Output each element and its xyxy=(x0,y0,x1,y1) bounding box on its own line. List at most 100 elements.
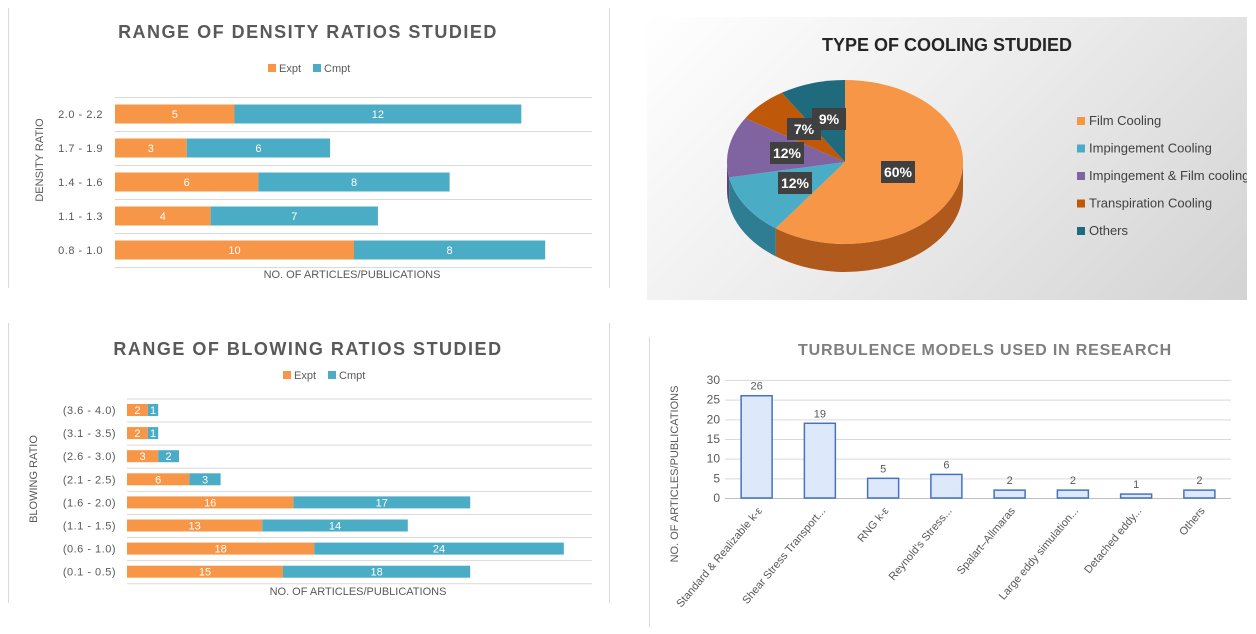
data-label-cmpt: 3 xyxy=(202,474,208,486)
data-label-expt: 3 xyxy=(148,143,154,155)
data-label-cmpt: 18 xyxy=(370,567,382,579)
data-label-cmpt: 12 xyxy=(372,109,384,121)
cooling-type-chart: TYPE OF COOLING STUDIED 60% 12% 12% 7% 9% Film… xyxy=(647,17,1247,300)
category-label: (2.6 - 3.0) xyxy=(63,451,116,463)
y-tick-label: 0 xyxy=(713,491,720,505)
data-label-box xyxy=(770,142,804,164)
bar-expt xyxy=(127,542,315,555)
bar-cmpt xyxy=(314,542,564,555)
data-label: 2 xyxy=(1196,475,1202,487)
y-tick-label: 25 xyxy=(707,393,721,407)
pie-slice xyxy=(775,80,964,245)
chart-title: TURBULENCE MODELS USED IN RESEARCH xyxy=(798,342,1172,359)
y-axis-label: NO. OF ARTICLES/PUBLICATIONS xyxy=(669,386,681,563)
data-label: 1 xyxy=(1133,479,1139,491)
bar-expt xyxy=(115,206,211,226)
legend-swatch xyxy=(1077,144,1085,153)
bar-expt xyxy=(115,172,259,192)
legend-swatch-cmpt xyxy=(313,64,321,72)
cooling-type-svg: TYPE OF COOLING STUDIED 60% 12% 12% 7%9% Film… xyxy=(727,35,1247,272)
bar xyxy=(1183,489,1216,499)
legend-swatch xyxy=(1077,199,1085,208)
data-label-expt: 2 xyxy=(134,405,140,417)
x-tick-label: Detached eddy... xyxy=(1082,505,1144,576)
bar-cmpt xyxy=(283,565,471,578)
blowing-ratio-chart: RANGE OF BLOWING RATIOS STUDIED Expt Cmpt (… xyxy=(8,323,610,603)
bar xyxy=(866,477,900,499)
data-label: 19 xyxy=(814,408,826,420)
data-label-cmpt: 7 xyxy=(291,211,297,223)
legend-swatch xyxy=(1077,117,1085,125)
data-label-cmpt: 1 xyxy=(150,405,156,417)
data-label-cmpt: 6 xyxy=(255,143,261,155)
density-ratio-svg: RANGE OF DENSITY RATIOS STUDIED Expt Cmpt 2… xyxy=(34,22,592,281)
turbulence-models-chart: TURBULENCE MODELS USED IN RESEARCH 0 5 10 15… xyxy=(649,337,1248,627)
y-tick-label: 15 xyxy=(707,432,721,446)
bar-cmpt xyxy=(158,450,179,463)
pie-slice-side xyxy=(775,162,963,272)
data-label: 26 xyxy=(751,381,763,393)
bar-expt xyxy=(127,450,159,463)
y-tick-label: 20 xyxy=(707,412,721,426)
bar-cmpt xyxy=(234,104,522,124)
category-label: (3.1 - 3.5) xyxy=(63,428,116,440)
bar-cmpt xyxy=(262,519,408,532)
data-label-expt: 10 xyxy=(228,245,240,257)
data-label-expt: 2 xyxy=(134,428,140,440)
legend-label-cmpt: Cmpt xyxy=(339,370,365,382)
data-label-cmpt: 1 xyxy=(150,428,156,440)
bar-expt xyxy=(127,404,148,416)
bar-cmpt xyxy=(210,206,378,226)
y-tick-label: 5 xyxy=(713,471,720,485)
data-label-cmpt: 14 xyxy=(329,521,341,533)
pie-slice-side xyxy=(727,162,730,206)
category-label: (0.1 - 0.5) xyxy=(63,567,116,579)
data-label-cmpt: 17 xyxy=(376,497,388,509)
blowing-ratio-svg: RANGE OF BLOWING RATIOS STUDIED Expt Cmpt (… xyxy=(28,339,592,598)
category-label: (2.1 - 2.5) xyxy=(63,474,116,486)
data-label: 60% xyxy=(884,164,913,180)
bar xyxy=(1056,489,1090,499)
data-label-expt: 6 xyxy=(155,474,161,486)
data-label-expt: 6 xyxy=(184,177,190,189)
bar-expt xyxy=(127,427,148,440)
bar-cmpt xyxy=(258,172,450,192)
category-label: 2.0 - 2.2 xyxy=(58,109,103,121)
data-label: 9% xyxy=(819,111,840,127)
x-tick-label: Others xyxy=(1177,505,1208,538)
legend-label-cmpt: Cmpt xyxy=(324,63,350,75)
bar-cmpt xyxy=(186,138,331,158)
data-label-cmpt: 24 xyxy=(433,544,445,556)
data-label: 2 xyxy=(1007,475,1013,487)
data-label-cmpt: 8 xyxy=(351,177,357,189)
bar-expt xyxy=(115,138,187,158)
data-label: 6 xyxy=(943,459,949,471)
bar-expt xyxy=(115,104,235,124)
legend-swatch-cmpt xyxy=(328,371,336,379)
data-label: 12% xyxy=(781,175,810,191)
data-label-box xyxy=(881,161,915,183)
legend-label: Impingement Cooling xyxy=(1089,141,1212,156)
category-label: (1.1 - 1.5) xyxy=(63,521,116,533)
category-label: (0.6 - 1.0) xyxy=(63,544,116,556)
category-label: 1.1 - 1.3 xyxy=(58,211,103,223)
bar-expt xyxy=(127,496,294,509)
legend-label: Film Cooling xyxy=(1089,113,1161,128)
pie-slice xyxy=(729,162,845,229)
bar-cmpt xyxy=(147,427,159,440)
legend-swatch xyxy=(1077,227,1085,235)
category-label: (1.6 - 2.0) xyxy=(63,497,116,509)
x-tick-label: Spalart–Allmaras xyxy=(955,505,1018,577)
category-label: 1.7 - 1.9 xyxy=(58,143,103,155)
category-label: (3.6 - 4.0) xyxy=(63,405,116,417)
bar-expt xyxy=(115,240,354,260)
data-label-expt: 5 xyxy=(172,109,178,121)
bar xyxy=(740,394,773,499)
bar xyxy=(1119,493,1153,499)
data-label-expt: 18 xyxy=(214,544,226,556)
bar xyxy=(993,489,1026,499)
data-label-expt: 3 xyxy=(140,451,146,463)
category-label: 0.8 - 1.0 xyxy=(58,245,103,257)
data-label: 2 xyxy=(1070,475,1076,487)
legend-swatch-expt xyxy=(283,371,291,379)
